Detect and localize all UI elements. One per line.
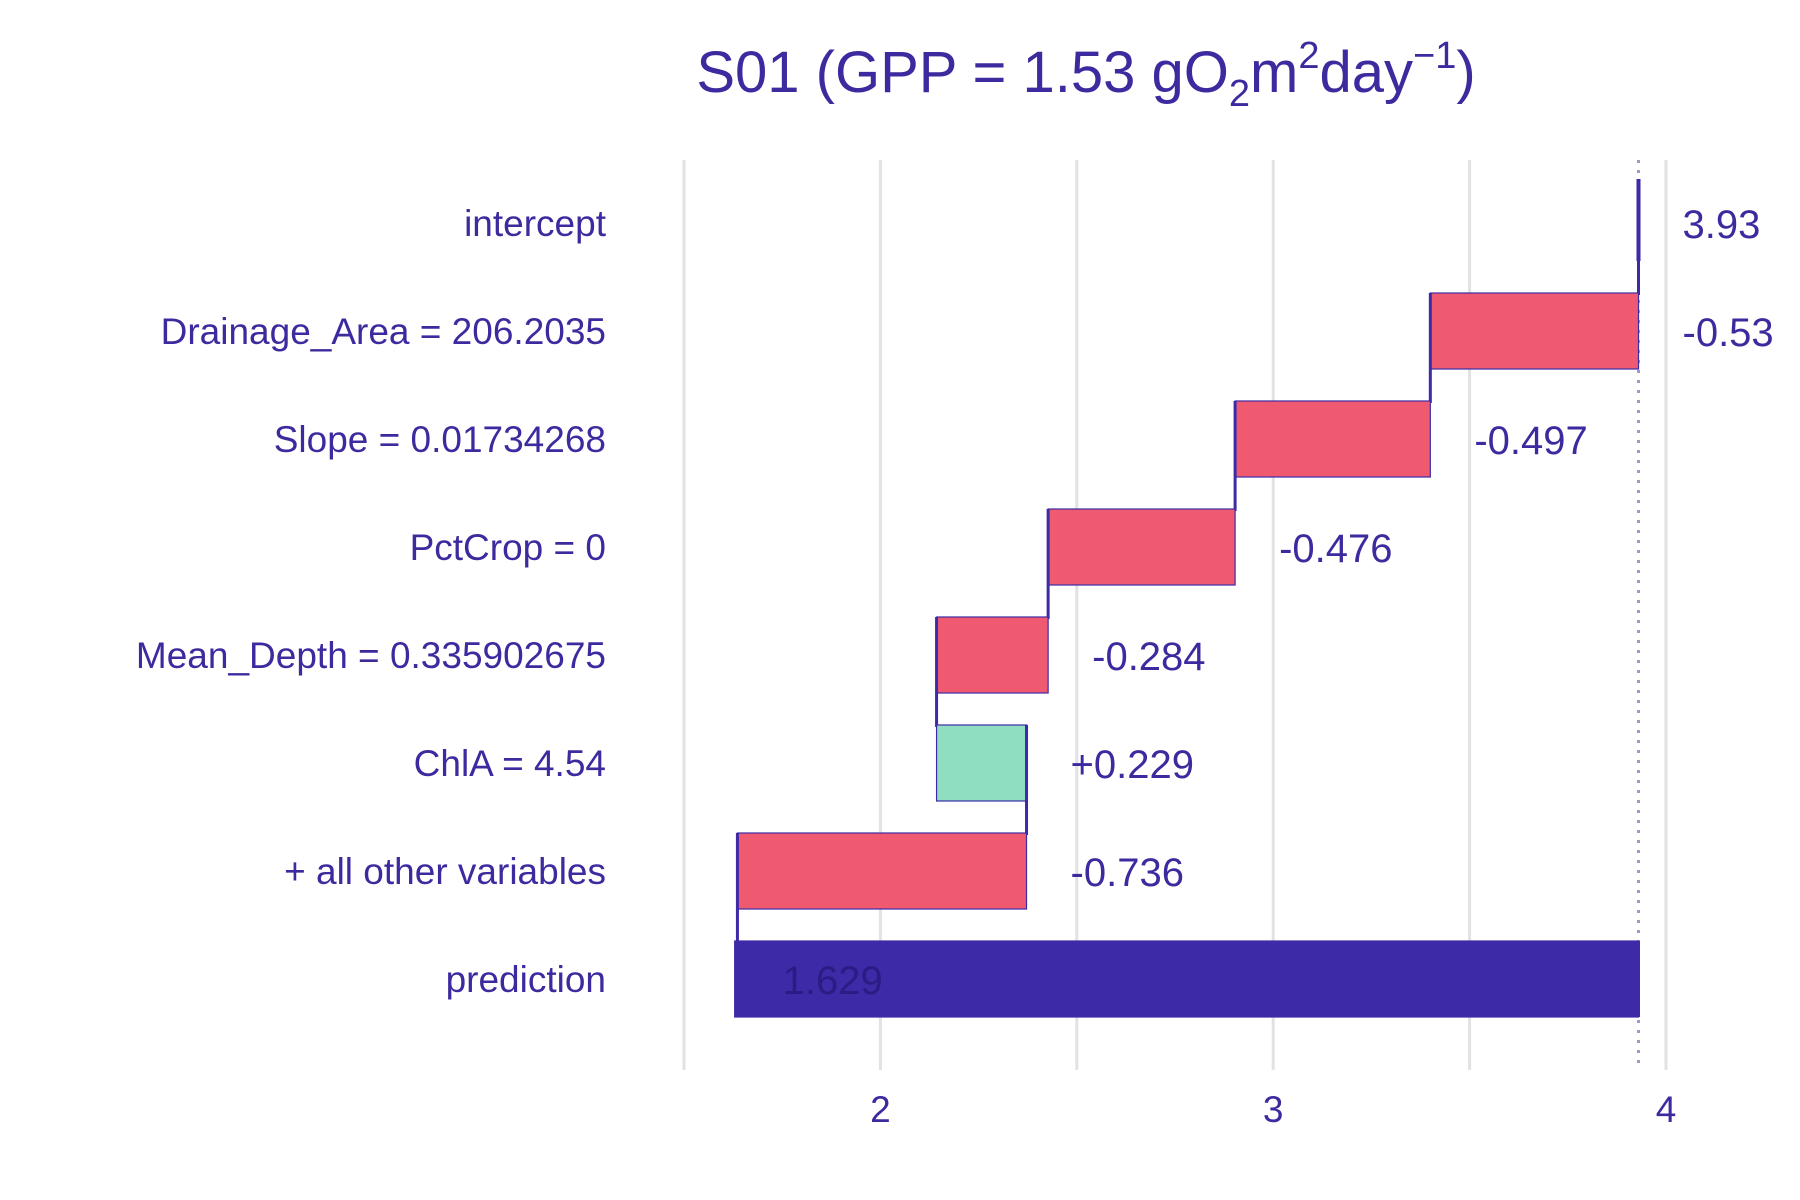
row-label: intercept (464, 203, 607, 244)
chart-title-prefix: S01 (GPP = 1.53 gO (696, 40, 1229, 105)
chart-title-superscript-1: 2 (1298, 35, 1319, 77)
row-label: Slope = 0.01734268 (274, 419, 606, 460)
bars (734, 179, 1641, 1018)
chart-title-subscript: 2 (1229, 73, 1250, 115)
bar-positive (935, 724, 1028, 802)
x-axis-ticks: 2 3 4 (870, 1089, 1676, 1130)
x-tick-label: 3 (1263, 1089, 1284, 1130)
row-label: Mean_Depth = 0.335902675 (136, 635, 606, 676)
value-label: -0.736 (1071, 851, 1184, 895)
chart-title-mid1: m (1250, 40, 1298, 105)
row-label: Drainage_Area = 206.2035 (161, 311, 606, 352)
row-label: prediction (446, 959, 606, 1000)
value-label: -0.476 (1279, 527, 1392, 571)
value-label: -0.497 (1474, 419, 1587, 463)
row-label: + all other variables (284, 851, 606, 892)
bar-negative (1234, 400, 1431, 478)
bar-prediction (734, 940, 1640, 1018)
row-label: ChlA = 4.54 (414, 743, 606, 784)
value-label: 1.629 (783, 959, 883, 1003)
bar-negative (1047, 508, 1236, 586)
row-labels: intercept 3.93 Drainage_Area = 206.2035 -0.… (136, 203, 1774, 1003)
row-label: PctCrop = 0 (410, 527, 606, 568)
chart-title-superscript-2: −1 (1413, 35, 1456, 77)
bar-negative (1429, 292, 1640, 370)
bar-negative (736, 832, 1028, 910)
x-tick-label: 2 (870, 1089, 891, 1130)
chart-title: S01 (GPP = 1.53 gO2m2day−1) (696, 35, 1475, 115)
value-label: -0.284 (1092, 635, 1205, 679)
x-tick-label: 4 (1656, 1089, 1677, 1130)
chart-title-mid2: day (1319, 40, 1413, 105)
chart-title-suffix: ) (1456, 40, 1475, 105)
bar-negative (935, 616, 1049, 694)
value-label: -0.53 (1683, 311, 1774, 355)
value-label: +0.229 (1071, 743, 1194, 787)
value-label: 3.93 (1683, 203, 1761, 247)
